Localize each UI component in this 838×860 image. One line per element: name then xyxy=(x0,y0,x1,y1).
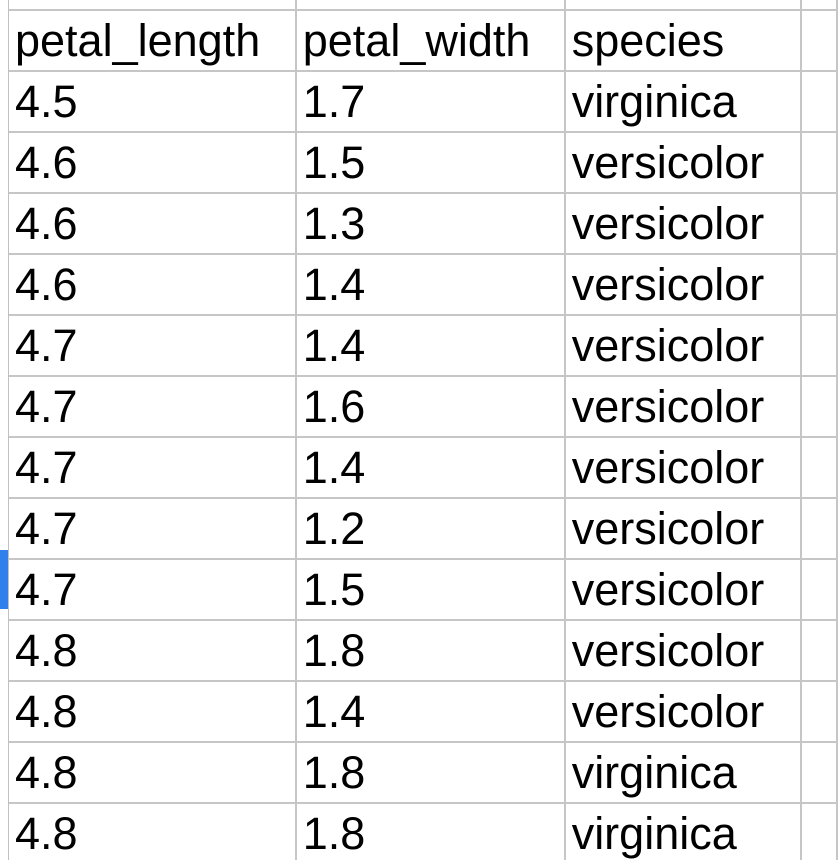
petal-width-cell[interactable]: 1.2 xyxy=(295,498,566,560)
species-cell[interactable]: versicolor xyxy=(564,620,803,682)
petal-width-cell[interactable]: 1.8 xyxy=(295,803,566,860)
species-cell[interactable]: versicolor xyxy=(564,254,803,316)
petal-length-cell[interactable]: 4.7 xyxy=(9,376,297,438)
petal-width-cell[interactable]: 1.4 xyxy=(295,681,566,743)
species-cell[interactable]: versicolor xyxy=(564,498,803,560)
petal-length-cell[interactable]: 4.6 xyxy=(9,193,297,255)
table-row-partial xyxy=(9,0,838,11)
empty-cell[interactable] xyxy=(801,559,838,621)
petal-width-cell[interactable]: 1.4 xyxy=(295,254,566,316)
species-cell[interactable]: versicolor xyxy=(564,132,803,194)
species-cell[interactable]: versicolor xyxy=(564,437,803,499)
petal-length-cell[interactable]: 4.8 xyxy=(9,620,297,682)
table-row: 4.8 1.8 virginica xyxy=(9,803,838,860)
table-row: 4.7 1.4 versicolor xyxy=(9,437,838,499)
petal-width-cell[interactable]: 1.8 xyxy=(295,742,566,804)
header-cell-petal-width[interactable]: petal_width xyxy=(295,10,566,72)
cell-grid: petal_length petal_width species 4.5 1.7 v… xyxy=(9,0,838,860)
empty-cell[interactable] xyxy=(801,376,838,438)
cell[interactable] xyxy=(564,0,803,11)
empty-cell[interactable] xyxy=(801,254,838,316)
header-cell-species[interactable]: species xyxy=(564,10,803,72)
table-row: 4.8 1.8 virginica xyxy=(9,742,838,804)
species-cell[interactable]: versicolor xyxy=(564,681,803,743)
petal-width-cell[interactable]: 1.4 xyxy=(295,437,566,499)
petal-width-cell[interactable]: 1.5 xyxy=(295,559,566,621)
table-row: 4.7 1.6 versicolor xyxy=(9,376,838,438)
empty-cell[interactable] xyxy=(801,681,838,743)
table-row: 4.7 1.4 versicolor xyxy=(9,315,838,377)
petal-width-cell[interactable]: 1.4 xyxy=(295,315,566,377)
empty-cell[interactable] xyxy=(801,193,838,255)
species-cell[interactable]: virginica xyxy=(564,71,803,133)
empty-cell[interactable] xyxy=(801,498,838,560)
table-row: 4.6 1.4 versicolor xyxy=(9,254,838,316)
header-cell-petal-length[interactable]: petal_length xyxy=(9,10,297,72)
table-row: 4.6 1.3 versicolor xyxy=(9,193,838,255)
species-cell[interactable]: versicolor xyxy=(564,559,803,621)
table-row: 4.8 1.4 versicolor xyxy=(9,681,838,743)
empty-cell[interactable] xyxy=(801,742,838,804)
grid-body: petal_length petal_width species 4.5 1.7 v… xyxy=(9,0,838,860)
petal-length-cell[interactable]: 4.7 xyxy=(9,559,297,621)
petal-length-cell[interactable]: 4.8 xyxy=(9,742,297,804)
empty-cell[interactable] xyxy=(801,620,838,682)
header-row: petal_length petal_width species xyxy=(9,10,838,72)
empty-cell[interactable] xyxy=(801,71,838,133)
empty-cell[interactable] xyxy=(801,10,838,72)
table-row: 4.5 1.7 virginica xyxy=(9,71,838,133)
empty-cell[interactable] xyxy=(801,803,838,860)
species-cell[interactable]: versicolor xyxy=(564,193,803,255)
petal-length-cell[interactable]: 4.7 xyxy=(9,498,297,560)
empty-cell[interactable] xyxy=(801,132,838,194)
petal-length-cell[interactable]: 4.7 xyxy=(9,437,297,499)
petal-width-cell[interactable]: 1.6 xyxy=(295,376,566,438)
petal-length-cell[interactable]: 4.6 xyxy=(9,132,297,194)
empty-cell[interactable] xyxy=(801,437,838,499)
cell[interactable] xyxy=(295,0,566,11)
species-cell[interactable]: virginica xyxy=(564,803,803,860)
petal-width-cell[interactable]: 1.5 xyxy=(295,132,566,194)
petal-length-cell[interactable]: 4.8 xyxy=(9,681,297,743)
selected-row-marker xyxy=(0,550,8,609)
species-cell[interactable]: versicolor xyxy=(564,315,803,377)
petal-width-cell[interactable]: 1.7 xyxy=(295,71,566,133)
species-cell[interactable]: versicolor xyxy=(564,376,803,438)
cell[interactable] xyxy=(9,0,297,11)
table-row: 4.8 1.8 versicolor xyxy=(9,620,838,682)
cell[interactable] xyxy=(801,0,838,11)
petal-length-cell[interactable]: 4.8 xyxy=(9,803,297,860)
row-header-strip[interactable] xyxy=(0,0,9,860)
petal-length-cell[interactable]: 4.6 xyxy=(9,254,297,316)
petal-width-cell[interactable]: 1.3 xyxy=(295,193,566,255)
petal-length-cell[interactable]: 4.5 xyxy=(9,71,297,133)
table-row: 4.7 1.2 versicolor xyxy=(9,498,838,560)
petal-length-cell[interactable]: 4.7 xyxy=(9,315,297,377)
table-row: 4.7 1.5 versicolor xyxy=(9,559,838,621)
empty-cell[interactable] xyxy=(801,315,838,377)
petal-width-cell[interactable]: 1.8 xyxy=(295,620,566,682)
species-cell[interactable]: virginica xyxy=(564,742,803,804)
table-row: 4.6 1.5 versicolor xyxy=(9,132,838,194)
